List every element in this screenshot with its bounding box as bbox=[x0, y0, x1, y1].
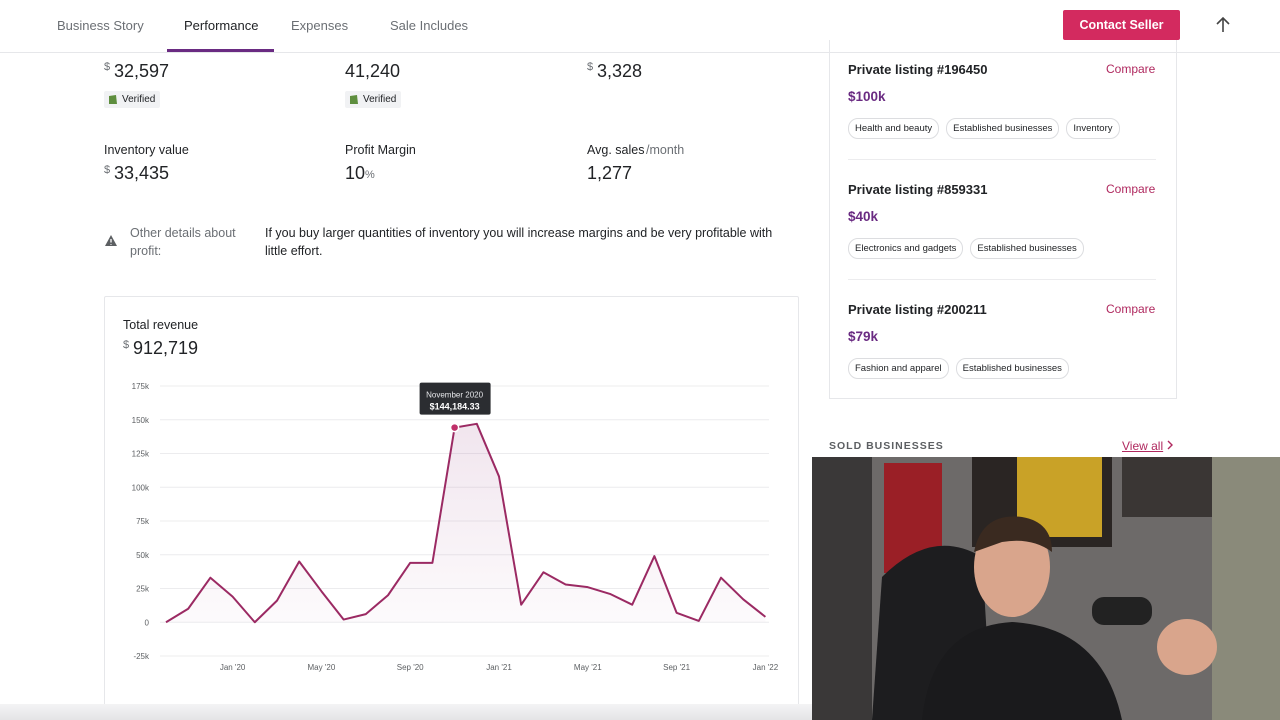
chart-total: 912,719 bbox=[133, 338, 199, 358]
webcam-video bbox=[812, 457, 1280, 720]
metric-label: Avg. sales bbox=[587, 143, 645, 157]
listing-tag: Fashion and apparel bbox=[848, 358, 949, 379]
x-tick-label: May '21 bbox=[574, 663, 602, 672]
listing-tag: Health and beauty bbox=[848, 118, 940, 139]
area bbox=[166, 423, 766, 623]
listing-price: $40k bbox=[848, 209, 879, 224]
listing-title[interactable]: Private listing #200211 bbox=[848, 302, 987, 317]
nav-tab-active[interactable]: Performance bbox=[184, 18, 259, 33]
contact-button[interactable]: Contact Seller bbox=[1063, 10, 1180, 40]
prefix: $ bbox=[123, 339, 130, 351]
verified-badge: Verified bbox=[345, 91, 402, 108]
tooltip-title: November 2020 bbox=[426, 391, 483, 400]
x-tick-label: May '20 bbox=[308, 663, 336, 672]
listing-title[interactable]: Private listing #859331 bbox=[848, 182, 988, 197]
y-tick-label: 125k bbox=[132, 450, 150, 459]
y-tick-label: 150k bbox=[132, 416, 150, 425]
nav-tab[interactable]: Business Story bbox=[57, 18, 144, 33]
y-tick-label: 25k bbox=[136, 585, 150, 594]
verified-badge: Verified bbox=[104, 91, 161, 108]
listing-tag: Inventory bbox=[1066, 118, 1120, 139]
y-tick-label: 75k bbox=[136, 517, 150, 526]
metric-value: 1,277 bbox=[587, 163, 633, 183]
metric-value: 10 bbox=[345, 163, 366, 183]
chart-title: Total revenue bbox=[123, 318, 199, 332]
tab-underline bbox=[167, 49, 274, 52]
listing-title[interactable]: Private listing #196450 bbox=[848, 62, 988, 77]
compare-link[interactable]: Compare bbox=[1106, 182, 1156, 196]
metric-value: 3,328 bbox=[597, 61, 643, 81]
y-tick-label: 175k bbox=[132, 382, 150, 391]
warning-icon bbox=[105, 235, 117, 246]
listing-price: $100k bbox=[848, 89, 886, 104]
details-label: Other details about profit: bbox=[130, 226, 236, 258]
y-tick-label: 0 bbox=[145, 618, 150, 627]
details-text: If you buy larger quantities of inventor… bbox=[265, 226, 773, 258]
separator bbox=[848, 159, 1156, 160]
hover-point bbox=[449, 422, 460, 433]
bottom-bar bbox=[0, 704, 812, 720]
metric-value: 33,435 bbox=[114, 163, 170, 183]
metric-value: 32,597 bbox=[114, 61, 170, 81]
prefix: $ bbox=[104, 61, 111, 73]
separator bbox=[848, 279, 1156, 280]
metric-label: Profit Margin bbox=[345, 143, 416, 157]
chevron bbox=[1167, 440, 1173, 450]
x-tick-label: Jan '20 bbox=[220, 663, 246, 672]
metric-label-suffix: /month bbox=[646, 143, 685, 157]
prefix: $ bbox=[587, 61, 594, 73]
tooltip-value: $144,184.33 bbox=[430, 402, 480, 412]
listing-price: $79k bbox=[848, 329, 879, 344]
series-line bbox=[165, 422, 767, 624]
metric-label: Inventory value bbox=[104, 143, 189, 157]
x-tick-label: Sep '21 bbox=[663, 663, 690, 672]
metric-value: 41,240 bbox=[345, 61, 401, 81]
listing-tag: Established businesses bbox=[946, 118, 1060, 139]
nav-tab[interactable]: Sale Includes bbox=[390, 18, 469, 33]
listing-tag: Established businesses bbox=[970, 238, 1084, 259]
suffix: % bbox=[365, 169, 375, 181]
compare-link[interactable]: Compare bbox=[1106, 62, 1156, 76]
nav-tab[interactable]: Expenses bbox=[291, 18, 349, 33]
listing-tag: Electronics and gadgets bbox=[848, 238, 964, 259]
listing-tag: Established businesses bbox=[955, 358, 1069, 379]
prefix: $ bbox=[104, 164, 111, 176]
sold-heading: SOLD BUSINESSES bbox=[829, 440, 944, 452]
view-all-link[interactable]: View all bbox=[1122, 439, 1164, 453]
line-chart: -25k 0 25k 50k 75k 100k 125k 150k 175k Jan '20 May… bbox=[132, 382, 779, 672]
y-tick-label: -25k bbox=[133, 652, 150, 661]
shop-icon bbox=[109, 95, 117, 104]
shop-icon bbox=[350, 95, 358, 104]
scroll-top-icon[interactable] bbox=[1214, 16, 1232, 34]
x-tick-label: Jan '21 bbox=[486, 663, 512, 672]
listings-card bbox=[829, 40, 1177, 399]
compare-link[interactable]: Compare bbox=[1106, 302, 1156, 316]
x-tick-label: Jan '22 bbox=[753, 663, 779, 672]
y-tick-label: 50k bbox=[136, 551, 150, 560]
x-tick-label: Sep '20 bbox=[397, 663, 424, 672]
y-tick-label: 100k bbox=[132, 483, 150, 492]
tooltip-box bbox=[419, 382, 491, 415]
